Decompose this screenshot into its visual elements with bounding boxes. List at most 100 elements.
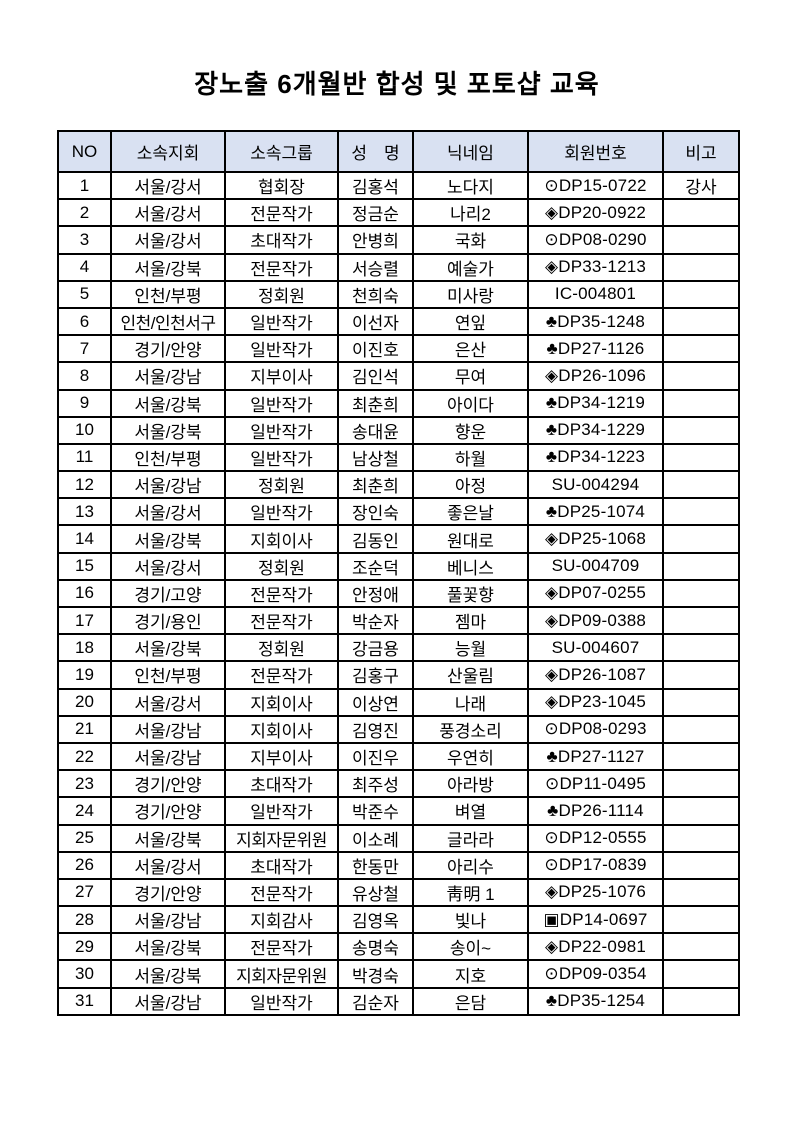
table-row: 24 경기/안양 일반작가 박준수 벼열 ♣DP26-1114 bbox=[57, 796, 740, 826]
cell-branch: 인천/부평 bbox=[110, 660, 226, 690]
cell-nickname: 젬마 bbox=[412, 605, 529, 636]
table-row: 4 서울/강북 전문작가 서승렬 예술가 ◈DP33-1213 bbox=[57, 252, 740, 282]
cell-no: 15 bbox=[57, 551, 112, 581]
cell-no: 4 bbox=[57, 252, 112, 282]
cell-member_no: SU-004709 bbox=[527, 551, 664, 581]
cell-no: 27 bbox=[57, 877, 112, 908]
cell-member_no: ◈DP22-0981 bbox=[527, 932, 664, 962]
cell-member_no: ◈DP23-1045 bbox=[527, 687, 664, 717]
cell-name: 김동인 bbox=[337, 524, 414, 554]
cell-note bbox=[662, 932, 740, 962]
cell-no: 21 bbox=[57, 714, 112, 744]
cell-note bbox=[662, 986, 740, 1016]
cell-group: 초대작가 bbox=[224, 225, 339, 255]
cell-branch: 서울/강서 bbox=[110, 551, 226, 581]
cell-nickname: 靑明 1 bbox=[412, 877, 529, 908]
cell-name: 김홍구 bbox=[337, 660, 414, 690]
header-member-no: 회원번호 bbox=[527, 130, 664, 173]
cell-no: 3 bbox=[57, 225, 112, 255]
cell-no: 5 bbox=[57, 279, 112, 309]
cell-note bbox=[662, 741, 740, 772]
cell-member_no: ◈DP33-1213 bbox=[527, 252, 664, 282]
cell-group: 지회이사 bbox=[224, 687, 339, 717]
cell-nickname: 은산 bbox=[412, 334, 529, 364]
member-roster-table: NO 소속지회 소속그룹 성 명 닉네임 회원번호 비고 1 서울/강서 협회장 김홍… bbox=[57, 130, 740, 1016]
cell-note bbox=[662, 714, 740, 744]
cell-nickname: 베니스 bbox=[412, 551, 529, 581]
table-row: 1 서울/강서 협회장 김홍석 노다지 ⊙DP15-0722 강사 bbox=[57, 170, 740, 201]
cell-no: 22 bbox=[57, 741, 112, 772]
cell-note bbox=[662, 524, 740, 554]
cell-group: 정회원 bbox=[224, 470, 339, 500]
cell-group: 일반작가 bbox=[224, 306, 339, 337]
table-row: 16 경기/고양 전문작가 안정애 풀꽃향 ◈DP07-0255 bbox=[57, 578, 740, 609]
cell-group: 초대작가 bbox=[224, 769, 339, 799]
header-row: NO 소속지회 소속그룹 성 명 닉네임 회원번호 비고 bbox=[57, 130, 740, 173]
cell-name: 송명숙 bbox=[337, 932, 414, 962]
cell-branch: 서울/강북 bbox=[110, 959, 226, 989]
cell-branch: 경기/안양 bbox=[110, 769, 226, 799]
cell-group: 전문작가 bbox=[224, 578, 339, 609]
cell-group: 일반작가 bbox=[224, 388, 339, 418]
cell-no: 31 bbox=[57, 986, 112, 1016]
cell-branch: 서울/강서 bbox=[110, 225, 226, 255]
cell-group: 지회자문위원 bbox=[224, 823, 339, 853]
cell-nickname: 송이~ bbox=[412, 932, 529, 962]
cell-note bbox=[662, 796, 740, 826]
cell-nickname: 빛나 bbox=[412, 905, 529, 935]
cell-name: 정금순 bbox=[337, 198, 414, 228]
cell-no: 8 bbox=[57, 361, 112, 391]
cell-group: 정회원 bbox=[224, 279, 339, 309]
cell-name: 김영진 bbox=[337, 714, 414, 744]
cell-nickname: 지호 bbox=[412, 959, 529, 989]
cell-member_no: ♣DP34-1219 bbox=[527, 388, 664, 418]
cell-branch: 서울/강남 bbox=[110, 986, 226, 1016]
cell-no: 9 bbox=[57, 388, 112, 418]
cell-note bbox=[662, 633, 740, 663]
cell-no: 23 bbox=[57, 769, 112, 799]
cell-group: 전문작가 bbox=[224, 252, 339, 282]
cell-nickname: 연잎 bbox=[412, 306, 529, 337]
cell-branch: 서울/강남 bbox=[110, 361, 226, 391]
cell-member_no: ♣DP25-1074 bbox=[527, 497, 664, 527]
cell-note bbox=[662, 198, 740, 228]
cell-group: 정회원 bbox=[224, 633, 339, 663]
cell-name: 이진호 bbox=[337, 334, 414, 364]
cell-member_no: ◈DP25-1068 bbox=[527, 524, 664, 554]
cell-no: 6 bbox=[57, 306, 112, 337]
cell-branch: 서울/강북 bbox=[110, 633, 226, 663]
cell-nickname: 아이다 bbox=[412, 388, 529, 418]
cell-name: 박준수 bbox=[337, 796, 414, 826]
cell-note bbox=[662, 497, 740, 527]
cell-name: 송대윤 bbox=[337, 415, 414, 445]
cell-branch: 서울/강북 bbox=[110, 932, 226, 962]
cell-no: 11 bbox=[57, 442, 112, 473]
cell-note bbox=[662, 905, 740, 935]
cell-no: 26 bbox=[57, 850, 112, 880]
cell-name: 박순자 bbox=[337, 605, 414, 636]
table-row: 28 서울/강남 지회감사 김영옥 빛나 ▣DP14-0697 bbox=[57, 905, 740, 935]
cell-member_no: SU-004607 bbox=[527, 633, 664, 663]
table-row: 2 서울/강서 전문작가 정금순 나리2 ◈DP20-0922 bbox=[57, 198, 740, 228]
cell-member_no: ◈DP09-0388 bbox=[527, 605, 664, 636]
table-row: 15 서울/강서 정회원 조순덕 베니스 SU-004709 bbox=[57, 551, 740, 581]
cell-note bbox=[662, 225, 740, 255]
header-branch: 소속지회 bbox=[110, 130, 226, 173]
cell-note bbox=[662, 823, 740, 853]
cell-name: 최주성 bbox=[337, 769, 414, 799]
cell-name: 강금용 bbox=[337, 633, 414, 663]
cell-member_no: ⊙DP08-0290 bbox=[527, 225, 664, 255]
table-row: 6 인천/인천서구 일반작가 이선자 연잎 ♣DP35-1248 bbox=[57, 306, 740, 337]
cell-no: 2 bbox=[57, 198, 112, 228]
cell-member_no: ♣DP35-1254 bbox=[527, 986, 664, 1016]
cell-member_no: ♣DP27-1126 bbox=[527, 334, 664, 364]
cell-no: 1 bbox=[57, 170, 112, 201]
cell-note bbox=[662, 306, 740, 337]
cell-group: 지부이사 bbox=[224, 741, 339, 772]
table-row: 21 서울/강남 지회이사 김영진 풍경소리 ⊙DP08-0293 bbox=[57, 714, 740, 744]
cell-branch: 인천/부평 bbox=[110, 442, 226, 473]
cell-name: 최춘희 bbox=[337, 388, 414, 418]
cell-member_no: ◈DP26-1096 bbox=[527, 361, 664, 391]
cell-note bbox=[662, 415, 740, 445]
